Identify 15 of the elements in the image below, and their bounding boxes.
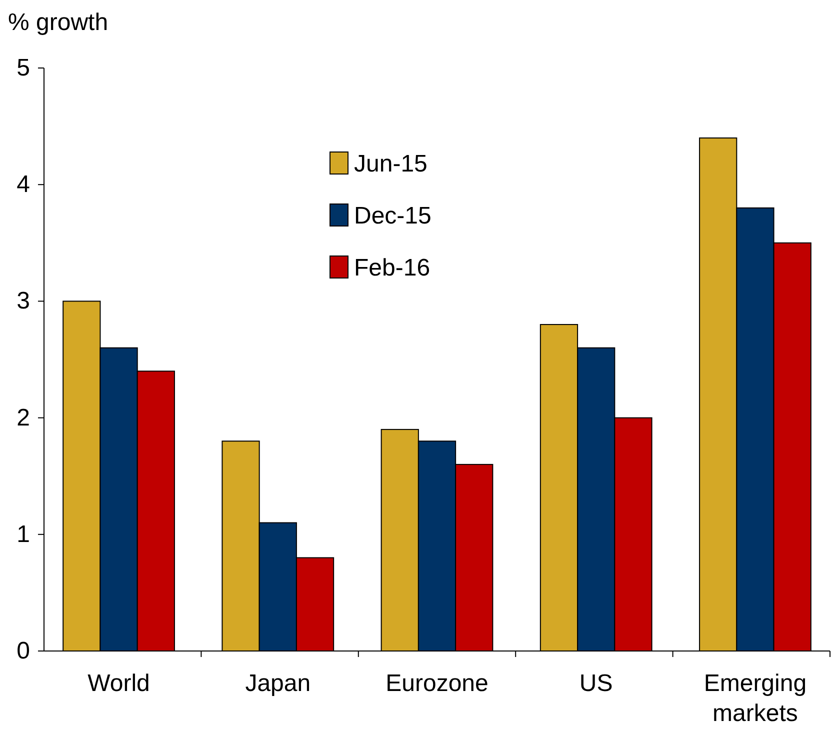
y-tick-label: 1 xyxy=(16,520,30,548)
legend-label: Dec-15 xyxy=(354,202,432,230)
y-tick-label: 5 xyxy=(16,54,30,82)
x-tick-label: World xyxy=(88,670,150,697)
x-tick-label: Emerging markets xyxy=(704,670,807,727)
y-tick-label: 3 xyxy=(16,288,30,315)
legend-label: Jun-15 xyxy=(354,150,428,178)
x-tick-label: US xyxy=(579,670,613,697)
y-axis-title: % growth xyxy=(8,9,108,36)
legend-label: Feb-16 xyxy=(354,254,430,282)
x-tick-label: Japan xyxy=(245,670,311,697)
y-tick-label: 2 xyxy=(16,404,30,432)
y-tick-label: 4 xyxy=(16,171,30,198)
y-tick-label: 0 xyxy=(16,638,30,664)
x-tick-label: Eurozone xyxy=(386,670,488,697)
